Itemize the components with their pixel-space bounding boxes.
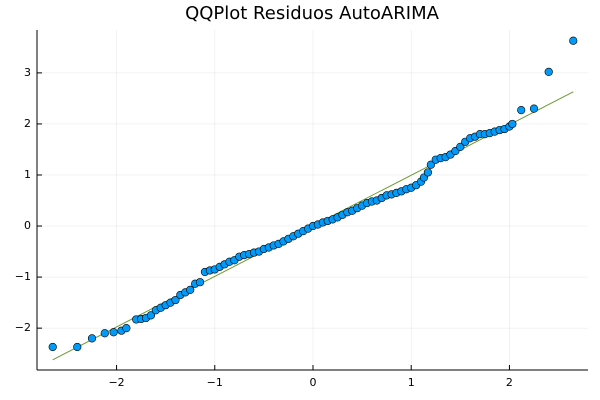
- point: [529, 104, 539, 113]
- point: [544, 67, 553, 76]
- chart-title: QQPlot Residuos AutoARIMA: [185, 3, 440, 24]
- y-tick-label: −1: [15, 270, 31, 283]
- x-tick-label: 0: [309, 376, 316, 389]
- point: [87, 334, 97, 343]
- y-tick-label: 2: [24, 117, 31, 130]
- x-tick-label: −2: [108, 376, 124, 389]
- y-tick-label: 0: [24, 219, 31, 232]
- point: [195, 278, 205, 287]
- point: [171, 295, 180, 305]
- point: [186, 285, 195, 294]
- point: [508, 119, 517, 129]
- y-tick-label: −2: [15, 321, 31, 334]
- y-tick-label: 3: [24, 66, 31, 79]
- point: [456, 142, 465, 152]
- point: [48, 342, 57, 352]
- y-tick-label: 1: [24, 168, 31, 181]
- x-tick-label: −1: [207, 376, 223, 389]
- point: [517, 106, 526, 115]
- point: [122, 324, 131, 333]
- x-tick-label: 1: [408, 376, 415, 389]
- point: [423, 168, 433, 177]
- point: [109, 328, 118, 337]
- point: [73, 342, 82, 352]
- point: [569, 36, 578, 45]
- point: [146, 311, 156, 320]
- x-tick-label: 2: [506, 376, 513, 389]
- point: [426, 160, 435, 169]
- point: [100, 329, 109, 338]
